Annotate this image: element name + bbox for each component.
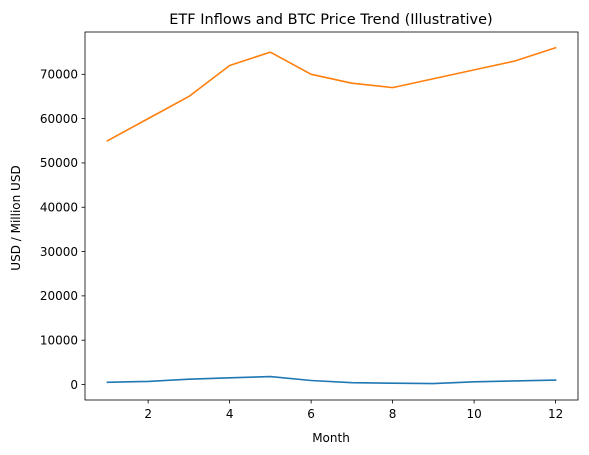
x-tick-label: 10 bbox=[466, 407, 481, 421]
x-axis-label: Month bbox=[312, 431, 350, 445]
y-tick-label: 60000 bbox=[40, 112, 78, 126]
y-tick-label: 70000 bbox=[40, 68, 78, 82]
x-tick-label: 8 bbox=[389, 407, 397, 421]
y-axis-label: USD / Million USD bbox=[9, 165, 23, 270]
chart-title: ETF Inflows and BTC Price Trend (Illustr… bbox=[169, 12, 492, 28]
series-line-2 bbox=[106, 46, 557, 142]
series-lines bbox=[106, 46, 557, 385]
y-tick-label: 50000 bbox=[40, 156, 78, 170]
plot-frame bbox=[84, 31, 579, 401]
x-tick-label: 6 bbox=[307, 407, 315, 421]
y-tick-label: 20000 bbox=[40, 289, 78, 303]
x-tick-label: 4 bbox=[226, 407, 234, 421]
y-tick-label: 10000 bbox=[40, 333, 78, 347]
y-tick-label: 30000 bbox=[40, 245, 78, 259]
x-tick-label: 12 bbox=[548, 407, 563, 421]
axis-ticks: 2 4 6 8 10 12 0 10000 20000 30000 40000 50000 60000 7… bbox=[40, 68, 563, 421]
series-line-1 bbox=[106, 375, 557, 385]
x-tick-label: 2 bbox=[144, 407, 152, 421]
y-tick-label: 40000 bbox=[40, 201, 78, 215]
y-tick-label: 0 bbox=[70, 378, 78, 392]
